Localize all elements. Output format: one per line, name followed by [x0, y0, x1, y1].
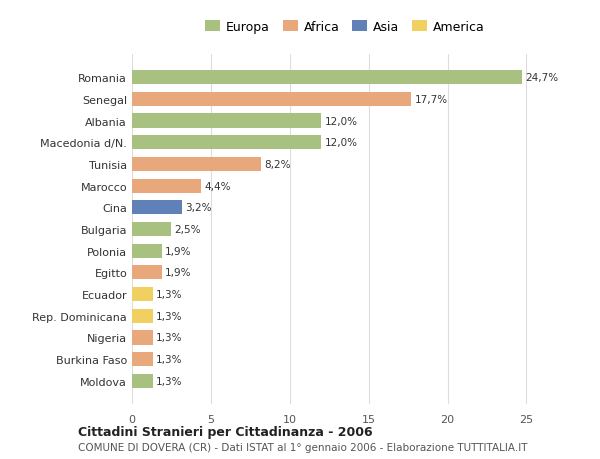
Text: 12,0%: 12,0% [325, 138, 358, 148]
Bar [132, 353, 152, 366]
Text: Cittadini Stranieri per Cittadinanza - 2006: Cittadini Stranieri per Cittadinanza - 2… [78, 425, 373, 438]
Bar [132, 114, 322, 129]
Text: 1,9%: 1,9% [165, 268, 191, 278]
Bar [132, 266, 162, 280]
Text: 2,5%: 2,5% [175, 224, 201, 235]
Text: 1,3%: 1,3% [155, 333, 182, 343]
Bar [132, 309, 152, 323]
Text: 1,3%: 1,3% [155, 290, 182, 299]
Bar [132, 374, 152, 388]
Text: 1,9%: 1,9% [165, 246, 191, 256]
Text: 12,0%: 12,0% [325, 116, 358, 126]
Bar [132, 223, 172, 236]
Text: 1,3%: 1,3% [155, 354, 182, 364]
Bar [132, 93, 411, 106]
Legend: Europa, Africa, Asia, America: Europa, Africa, Asia, America [200, 16, 490, 39]
Bar [132, 179, 202, 193]
Text: 3,2%: 3,2% [185, 203, 212, 213]
Text: 24,7%: 24,7% [525, 73, 558, 83]
Text: 4,4%: 4,4% [205, 181, 231, 191]
Text: 1,3%: 1,3% [155, 376, 182, 386]
Text: 1,3%: 1,3% [155, 311, 182, 321]
Text: 17,7%: 17,7% [415, 95, 448, 105]
Bar [132, 71, 522, 85]
Text: COMUNE DI DOVERA (CR) - Dati ISTAT al 1° gennaio 2006 - Elaborazione TUTTITALIA.: COMUNE DI DOVERA (CR) - Dati ISTAT al 1°… [78, 442, 527, 452]
Bar [132, 157, 262, 172]
Bar [132, 201, 182, 215]
Bar [132, 244, 162, 258]
Bar [132, 136, 322, 150]
Bar [132, 287, 152, 302]
Bar [132, 330, 152, 345]
Text: 8,2%: 8,2% [265, 160, 291, 169]
